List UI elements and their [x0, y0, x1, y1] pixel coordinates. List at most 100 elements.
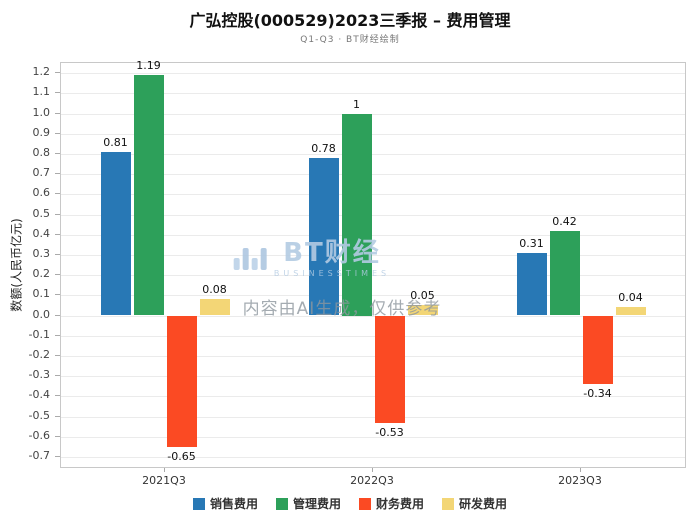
gridline: [61, 315, 685, 317]
gridline: [61, 456, 685, 458]
y-tick-label: -0.5: [28, 408, 50, 422]
bar-value-label: 0.04: [618, 291, 643, 305]
bar-value-label: 0.81: [103, 135, 128, 149]
y-tick-mark: [55, 193, 60, 195]
gridline: [61, 436, 685, 438]
y-tick-label: -0.6: [28, 428, 50, 442]
bar-value-label: 1.19: [136, 59, 161, 73]
legend-label: 管理费用: [292, 497, 341, 511]
gridline: [61, 73, 685, 75]
y-tick-label: 0.0: [32, 307, 51, 321]
y-tick-mark: [55, 314, 60, 316]
bar-管理费用-2023Q3: [549, 230, 580, 316]
gridline: [61, 174, 685, 176]
bar-财务费用-2022Q3: [374, 315, 405, 423]
y-tick-label: 0.3: [32, 246, 51, 260]
legend-swatch: [359, 497, 371, 510]
legend-swatch: [442, 497, 455, 510]
legend-item-销售费用[interactable]: 销售费用: [192, 495, 258, 512]
bar-财务费用-2023Q3: [582, 315, 613, 385]
x-tick-mark: [580, 468, 581, 472]
gridline: [61, 295, 685, 297]
legend-label: 财务费用: [376, 497, 425, 511]
y-tick-label: 0.8: [32, 145, 51, 159]
gridline: [61, 416, 685, 418]
y-tick-label: 1.1: [32, 85, 51, 99]
y-tick-label: 0.2: [32, 267, 51, 281]
legend-item-管理费用[interactable]: 管理费用: [275, 495, 341, 512]
bar-value-label: 0.31: [519, 236, 544, 250]
y-tick-label: 0.7: [32, 166, 51, 180]
y-tick-label: -0.4: [28, 388, 50, 402]
bar-研发费用-2022Q3: [407, 305, 438, 316]
y-tick-mark: [55, 415, 60, 417]
y-tick-label: -0.1: [28, 327, 50, 341]
gridline: [61, 335, 685, 337]
gridline: [61, 113, 685, 115]
gridline: [61, 254, 685, 256]
gridline: [61, 133, 685, 135]
bar-销售费用-2023Q3: [516, 252, 547, 316]
y-tick-mark: [55, 375, 60, 377]
bar-研发费用-2023Q3: [615, 307, 646, 316]
gridline: [61, 396, 685, 398]
legend-label: 销售费用: [209, 497, 258, 511]
bar-销售费用-2021Q3: [100, 151, 131, 316]
y-tick-mark: [55, 455, 60, 457]
y-tick-mark: [55, 72, 60, 74]
chart-subtitle: Q1-Q3 · BT财经绘制: [300, 35, 400, 45]
y-tick-mark: [55, 354, 60, 356]
y-tick-mark: [55, 294, 60, 296]
y-tick-label: 0.9: [32, 125, 51, 139]
bar-管理费用-2021Q3: [133, 75, 164, 316]
bar-value-label: -0.65: [167, 449, 196, 463]
y-tick-label: 0.5: [32, 206, 51, 220]
bar-value-label: 0.05: [410, 289, 435, 303]
gridline: [61, 153, 685, 155]
y-tick-mark: [55, 112, 60, 114]
y-tick-mark: [55, 435, 60, 437]
gridline: [61, 376, 685, 378]
y-axis: -0.7 -0.6 -0.5 -0.4 -0.3 -0.2 -0.1 0.0 0.1 0.2 0.3…: [0, 62, 60, 468]
gridline: [61, 214, 685, 216]
y-tick-mark: [55, 132, 60, 134]
bar-value-label: 0.08: [202, 283, 227, 297]
y-tick-label: 0.1: [32, 287, 51, 301]
y-tick-label: 1.0: [32, 105, 51, 119]
gridline: [61, 194, 685, 196]
gridline: [61, 355, 685, 357]
y-tick-mark: [55, 253, 60, 255]
y-tick-mark: [55, 213, 60, 215]
bar-value-label: -0.53: [375, 425, 404, 439]
bar-管理费用-2022Q3: [341, 113, 372, 316]
x-tick-mark: [164, 468, 165, 472]
bar-销售费用-2022Q3: [308, 157, 339, 316]
y-tick-mark: [55, 92, 60, 94]
y-tick-label: 0.6: [32, 186, 51, 200]
x-axis: 2021Q3 2022Q3 2023Q3: [60, 468, 686, 488]
x-tick-label: 2022Q3: [350, 474, 394, 487]
y-tick-mark: [55, 274, 60, 276]
page-title: 广弘控股(000529)2023三季报 – 费用管理: [189, 11, 511, 30]
bar-研发费用-2021Q3: [199, 299, 230, 316]
y-tick-label: -0.2: [28, 347, 50, 361]
bar-财务费用-2021Q3: [166, 315, 197, 447]
legend: 销售费用 管理费用 财务费用 研发费用: [0, 495, 700, 512]
bar-value-label: 0.42: [552, 214, 577, 228]
y-tick-label: 1.2: [32, 65, 51, 79]
legend-swatch: [192, 497, 205, 510]
gridline: [61, 93, 685, 95]
bar-value-label: 1: [353, 97, 360, 111]
plot-area: 0.81 1.19 -0.65 0.08 0.78 1 -0.53 0.05 0.31 0.42 -…: [60, 59, 686, 468]
y-tick-mark: [55, 173, 60, 175]
bar-value-label: 0.78: [311, 141, 336, 155]
y-tick-mark: [55, 152, 60, 154]
y-tick-mark: [55, 334, 60, 336]
legend-item-财务费用[interactable]: 财务费用: [359, 495, 424, 512]
y-tick-mark: [55, 395, 60, 397]
legend-item-研发费用[interactable]: 研发费用: [442, 495, 507, 512]
x-tick-label: 2023Q3: [558, 474, 602, 487]
y-tick-mark: [55, 233, 60, 235]
bar-value-label: -0.34: [583, 387, 612, 401]
y-tick-label: 0.4: [32, 226, 51, 240]
